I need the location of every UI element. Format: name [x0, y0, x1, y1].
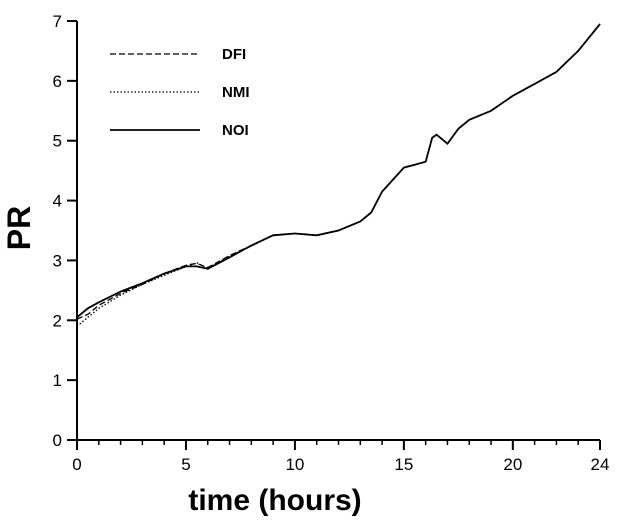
legend: DFI NMI NOI: [110, 46, 250, 139]
x-tick-label: 15: [394, 455, 413, 474]
x-tick-label: 20: [503, 455, 522, 474]
series-line-nmi: [76, 23, 601, 327]
y-tick-label: 1: [53, 371, 62, 390]
series-line-noi: [76, 23, 601, 318]
series-line-dfi: [76, 23, 601, 320]
y-tick-label: 3: [53, 251, 62, 270]
x-tick-label: 0: [72, 455, 81, 474]
y-tick-label: 6: [53, 72, 62, 91]
legend-label-nmi: NMI: [222, 84, 250, 101]
y-tick-label: 0: [53, 431, 62, 450]
series-layer: [76, 23, 601, 327]
y-tick-label: 4: [53, 192, 62, 211]
y-axis-title: PR: [1, 206, 37, 250]
y-tick-label: 5: [53, 132, 62, 151]
y-tick-label: 2: [53, 311, 62, 330]
axes: 0 5 10 15 20 24 0 1 2 3 4 5 6 7: [53, 12, 610, 474]
x-tick-label: 24: [591, 455, 610, 474]
x-tick-label: 10: [285, 455, 304, 474]
x-axis-title: time (hours): [188, 484, 361, 517]
y-tick-label: 7: [53, 12, 62, 31]
x-tick-label: 5: [181, 455, 190, 474]
legend-label-dfi: DFI: [222, 46, 246, 63]
legend-label-noi: NOI: [222, 122, 249, 139]
